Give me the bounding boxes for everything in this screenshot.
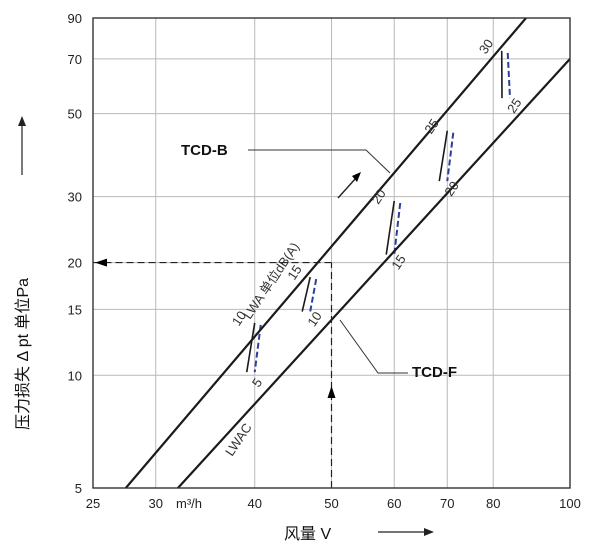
noise-level-marks (245, 50, 512, 373)
noise-mark-line (385, 200, 396, 255)
curve-tcd-b (124, 18, 527, 488)
y-tick-label: 30 (68, 190, 82, 205)
example-left-arrow (95, 258, 107, 267)
y-tick-label: 15 (68, 302, 82, 317)
noise-label-b: 25 (421, 116, 442, 136)
noise-label-lwac: LWAC (222, 420, 255, 458)
example-reading (93, 172, 361, 488)
y-axis-arrow-head (18, 116, 26, 126)
noise-label-f: 20 (441, 178, 462, 198)
x-tick-label: 70 (440, 496, 454, 511)
series-label-tcd-f: TCD-F (412, 364, 457, 381)
example-diag-arrow-head (352, 172, 361, 182)
noise-label-f: 5 (249, 375, 265, 389)
example-diag-arrow (337, 177, 357, 199)
noise-label-b: 30 (476, 36, 497, 56)
noise-mark-dash (446, 132, 455, 182)
y-tick-label: 70 (68, 52, 82, 67)
ticks: 25 30 40 50 60 70 80 100 5 10 15 20 30 50 70 90 10 5 15 10 2… (68, 11, 581, 511)
series-label-tcd-b: TCD-B (181, 142, 228, 159)
noise-mark-dash (506, 52, 512, 99)
x-tick-label: 60 (387, 496, 401, 511)
noise-label-b: 15 (284, 262, 305, 282)
x-axis-label: 风量 V (284, 526, 331, 543)
y-tick-label: 50 (68, 107, 82, 122)
x-unit-label: m³/h (176, 496, 202, 511)
y-tick-label: 5 (75, 481, 82, 496)
x-tick-label: 25 (86, 496, 100, 511)
noise-mark-dash (253, 324, 262, 373)
noise-label-f: 10 (304, 309, 325, 329)
noise-mark-line (301, 276, 311, 312)
noise-label-b: 10 (229, 308, 250, 328)
leader-tcd-b (248, 149, 391, 174)
x-tick-label: 100 (559, 496, 581, 511)
example-up-arrow (327, 386, 336, 398)
noise-mark-line (245, 322, 256, 373)
x-tick-label: 50 (324, 496, 338, 511)
x-tick-label: 80 (486, 496, 500, 511)
leader-tcd-f (339, 319, 408, 374)
noise-label-b: 20 (368, 186, 389, 206)
noise-label-f: 15 (388, 252, 409, 272)
noise-label-f: 25 (504, 95, 525, 115)
plot-frame (92, 17, 571, 489)
y-tick-label: 20 (68, 256, 82, 271)
curves (124, 18, 570, 488)
noise-mark-line (438, 130, 449, 182)
y-axis-label: 压力损失 Δ pt 单位Pa (14, 278, 32, 430)
noise-mark-dash (309, 278, 318, 312)
y-tick-label: 90 (68, 11, 82, 26)
x-axis-arrow-head (424, 528, 434, 536)
x-tick-label: 30 (148, 496, 162, 511)
x-tick-label: 40 (247, 496, 261, 511)
curve-tcd-f (177, 58, 570, 488)
y-tick-label: 10 (68, 368, 82, 383)
